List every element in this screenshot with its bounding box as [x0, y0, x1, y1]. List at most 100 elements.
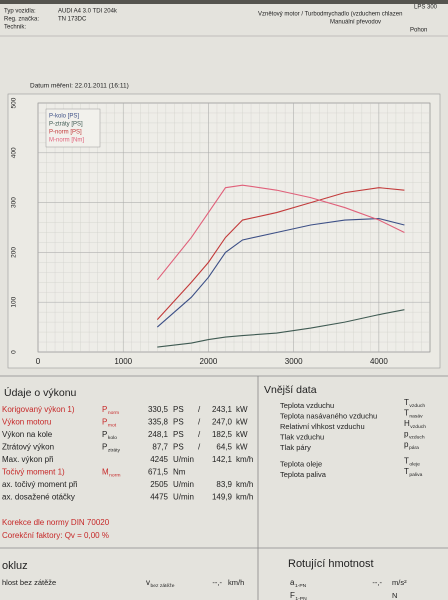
symbol-subscript: ztráty [108, 447, 121, 453]
unit: km/h [236, 493, 253, 502]
symbol-subscript: pára [409, 445, 419, 451]
symbol-subscript: 1-PN [295, 583, 307, 589]
value: 248,1 [148, 430, 169, 439]
x-tick-label: 2000 [200, 357, 218, 366]
field-label: Reg. značka: [4, 17, 39, 23]
symbol-subscript: kolo [108, 435, 117, 441]
symbol: T [404, 457, 409, 466]
unit: km/h [236, 480, 253, 489]
gearbox: Manuální převodov [330, 20, 381, 26]
separator: / [198, 418, 201, 427]
symbol: T [404, 398, 409, 407]
row-label: hlost bez zátěže [2, 578, 56, 587]
y-tick-label: 0 [11, 350, 18, 354]
legend-box [45, 108, 101, 148]
row-label: ax. dosažené otáčky [2, 493, 75, 502]
symbol-subscript: vzduch [410, 424, 426, 430]
symbol: F [290, 591, 295, 600]
value: --,- [372, 578, 382, 587]
symbol-subscript: bez zátěže [151, 583, 175, 589]
symbol-subscript: 1-PN [295, 596, 307, 600]
y-tick-label: 400 [11, 147, 18, 158]
symbol: p [404, 440, 409, 449]
measure-date: Datum měření: 22.01.2011 (16:11) [30, 83, 129, 90]
row-label: Teplota paliva [280, 470, 327, 479]
unit: m/s² [392, 578, 407, 587]
unit: U/min [173, 480, 194, 489]
row-label: ax. točivý moment při [2, 480, 78, 489]
row-label: Relativní vlhkost vzduchu [280, 422, 365, 431]
legend-entry: P-ztráty [PS] [49, 122, 83, 128]
symbol-subscript: vzduch [409, 403, 425, 409]
unit: U/min [173, 493, 194, 502]
row-label: Korigovaný výkon 1) [2, 405, 75, 414]
symbol-subscript: norm [108, 410, 119, 416]
symbol: p [404, 430, 409, 439]
symbol: P [102, 443, 107, 452]
value: 142,1 [212, 455, 233, 464]
value: 87,7 [152, 443, 168, 452]
field-label: Technik: [4, 25, 26, 31]
symbol-subscript: norm [109, 472, 120, 478]
unit: kW [236, 430, 248, 439]
row-label: Max. výkon při [2, 455, 54, 464]
row-label: Točivý moment 1) [2, 468, 65, 477]
symbol: T [404, 467, 409, 476]
unit: PS [173, 443, 184, 452]
row-label: Teplota nasávaného vzduchu [280, 411, 377, 420]
y-tick-label: 500 [11, 97, 18, 108]
symbol: H [404, 419, 410, 428]
section-title: Údaje o výkonu [4, 386, 77, 399]
value: 4245 [150, 455, 168, 464]
row-label: Tlak páry [280, 443, 311, 452]
y-tick-label: 100 [11, 296, 18, 307]
row-label: Teplota vzduchu [280, 401, 334, 410]
unit: km/h [236, 455, 253, 464]
symbol: P [102, 418, 107, 427]
row-label: Výkon motoru [2, 418, 51, 427]
unit: kW [236, 418, 248, 427]
value: 149,9 [212, 493, 233, 502]
row-label: Teplota oleje [280, 459, 322, 468]
device: LPS 300 [414, 5, 438, 11]
legend-entry: P-norm [PS] [49, 130, 82, 136]
value: 671,5 [148, 468, 169, 477]
unit: PS [173, 405, 184, 414]
unit: PS [173, 430, 184, 439]
symbol: M [102, 468, 109, 477]
unit: N [392, 591, 397, 600]
symbol-subscript: mot [108, 422, 117, 428]
x-tick-label: 1000 [114, 357, 132, 366]
series-line [156, 217, 405, 328]
value: 64,5 [216, 443, 232, 452]
separator: / [198, 430, 201, 439]
unit: Nm [173, 468, 186, 477]
y-tick-label: 300 [11, 197, 18, 208]
value: 335,8 [148, 418, 169, 427]
section-title: Rotující hmotnost [288, 558, 374, 570]
symbol: v [146, 578, 150, 587]
section-title: Vnější data [264, 384, 317, 396]
x-tick-label: 4000 [370, 357, 388, 366]
section-title: okluz [2, 560, 28, 572]
value: 4475 [150, 493, 168, 502]
x-tick-label: 0 [36, 357, 41, 366]
value: 83,9 [216, 480, 232, 489]
separator: / [198, 405, 201, 414]
row-label: Tlak vzduchu [280, 432, 324, 441]
unit: km/h [228, 578, 244, 587]
value: 247,0 [212, 418, 233, 427]
series-line [156, 184, 405, 281]
note: Corekční faktory: Qv = 0,00 % [2, 531, 109, 540]
row-label: Ztrátový výkon [2, 443, 54, 452]
legend-entry: P-kolo [PS] [49, 114, 79, 120]
field-value: AUDI A4 3.0 TDI 204k [58, 9, 118, 15]
legend-entry: M-norm [Nm] [49, 138, 84, 144]
row-label: Výkon na kole [2, 430, 53, 439]
field-label: Typ vozidla: [4, 9, 36, 15]
note: Korekce dle normy DIN 70020 [2, 518, 110, 527]
series-line [156, 187, 405, 321]
symbol-subscript: nasáv [409, 413, 423, 419]
symbol-subscript: oleje [409, 461, 420, 467]
